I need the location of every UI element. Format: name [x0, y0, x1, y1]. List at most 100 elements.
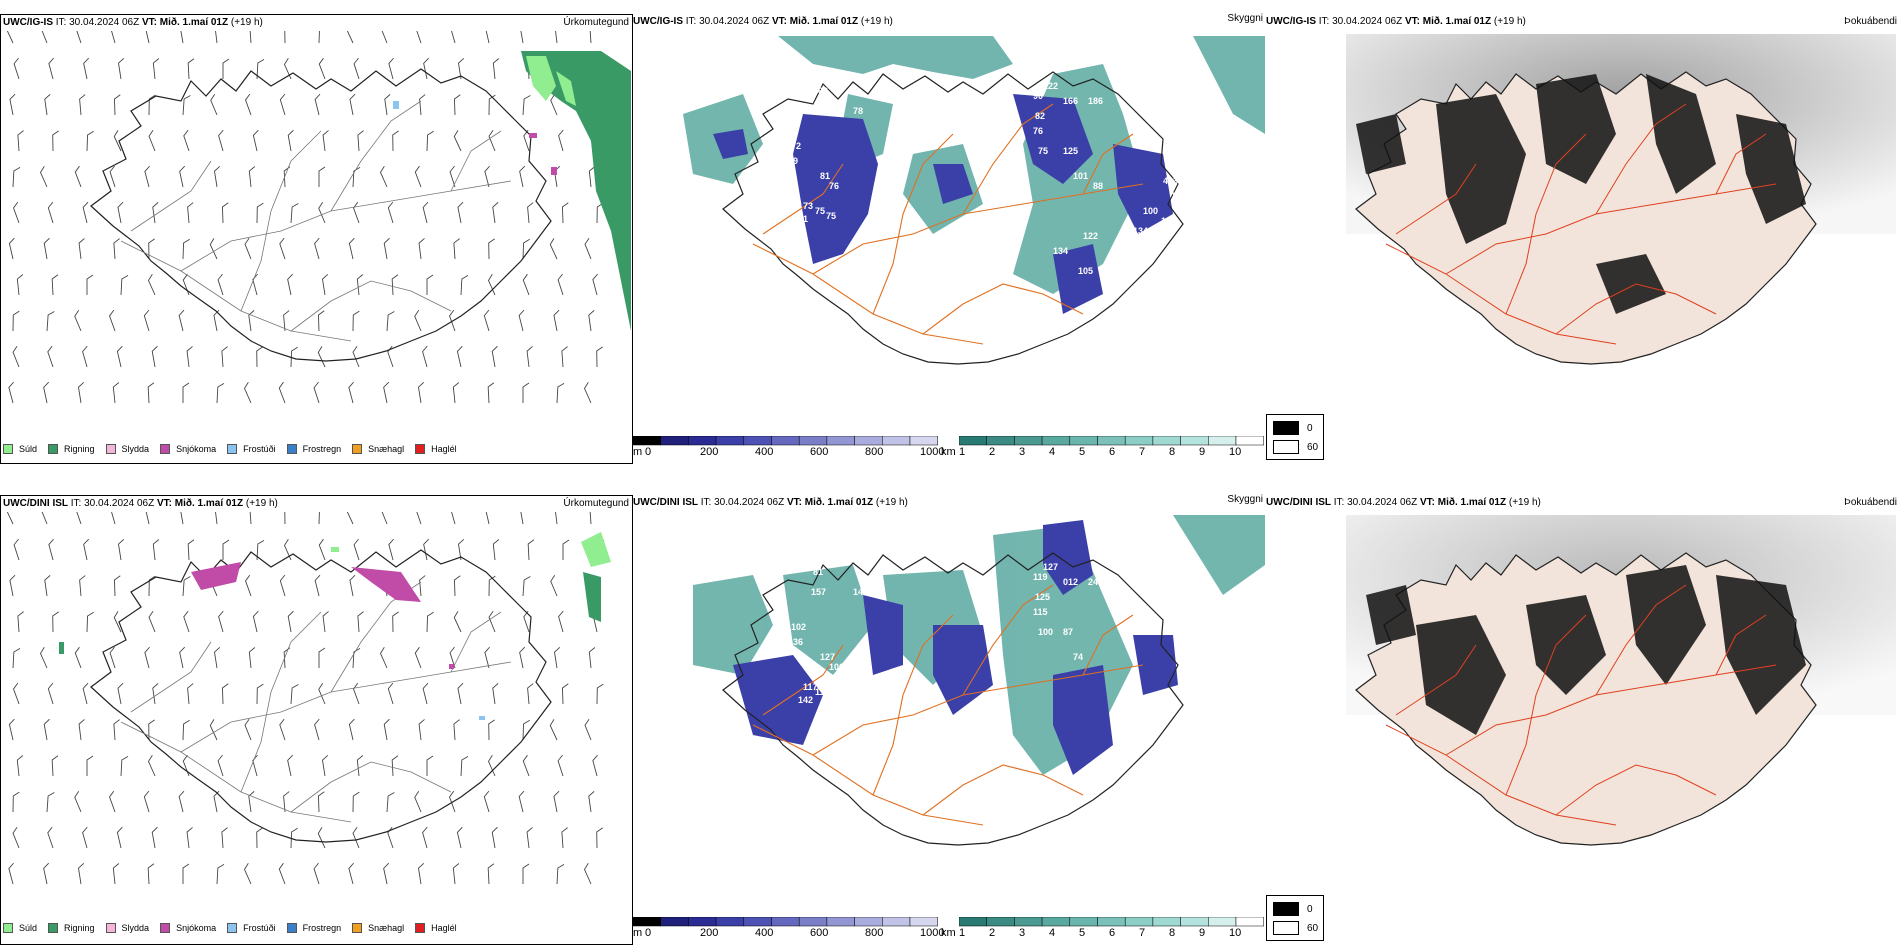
ceiling-value-label: 122	[1083, 231, 1098, 241]
precip-map	[5, 512, 611, 885]
wind-barb	[290, 203, 299, 224]
wind-barb	[86, 755, 94, 776]
wind-barb	[554, 31, 561, 44]
legend-swatch	[48, 923, 59, 933]
ceiling-value-label: 102	[791, 622, 806, 632]
wind-barb	[449, 646, 456, 669]
ceiling-value-label: 125	[1063, 146, 1078, 156]
wind-barb	[348, 862, 354, 885]
colorbar-tick: 7	[1139, 446, 1146, 458]
ceiling-value-label: 76	[829, 181, 839, 191]
legend-swatch	[352, 444, 363, 454]
legend-swatch	[286, 923, 297, 933]
colorbar-tick: 600	[810, 446, 829, 458]
legend-swatch	[227, 444, 238, 454]
wind-barb	[318, 57, 326, 80]
colorbar-swatch	[882, 917, 911, 927]
wind-barb	[418, 381, 425, 404]
lead-time: (+19 h)	[1508, 497, 1541, 508]
wind-barb	[488, 94, 496, 116]
legend-label: Frostregn	[302, 923, 342, 933]
model-name: UWC/IG-IS	[633, 16, 683, 27]
road-network	[752, 103, 1144, 345]
wind-barb	[51, 755, 59, 777]
road-segment	[120, 240, 352, 342]
fog-panel-bottom: UWC/DINI ISL IT: 30.04.2024 06Z VT: Mið.…	[1266, 495, 1900, 945]
road-segment	[922, 764, 1084, 816]
road-segment	[962, 584, 1054, 696]
wind-barb	[522, 382, 530, 403]
wind-barb	[118, 538, 125, 561]
wind-barb	[453, 611, 462, 633]
colorbar-tick: 800	[865, 927, 884, 939]
wind-barb	[519, 646, 526, 669]
colorbar-tick: 8	[1169, 927, 1176, 939]
wind-barb	[116, 826, 123, 849]
wind-barb	[422, 345, 428, 368]
wind-barb	[522, 95, 531, 116]
wind-barb	[453, 238, 460, 260]
wind-barb	[313, 862, 320, 885]
colorbar-swatch	[854, 436, 883, 446]
it-value: 30.04.2024 06Z	[714, 497, 785, 508]
wind-barb	[109, 646, 116, 669]
wind-barb	[178, 790, 185, 813]
road-network	[1385, 103, 1777, 345]
legend-item: Frostúði	[227, 444, 276, 454]
wind-barb	[383, 381, 390, 404]
wind-barb	[458, 538, 465, 561]
ceiling-unit: m	[633, 927, 643, 939]
wind-barb	[51, 274, 59, 296]
wind-barb	[5, 512, 14, 525]
it-label: IT:	[700, 497, 712, 508]
fog-legend-value: 0	[1307, 422, 1313, 434]
fog-legend-row: 60	[1273, 440, 1318, 454]
wind-barb	[46, 311, 55, 332]
colorbar-tick: 2	[989, 927, 996, 939]
lead-time: (+19 h)	[1493, 16, 1526, 27]
ceiling-field	[713, 94, 1173, 314]
wind-barb	[187, 202, 194, 224]
wind-barb	[120, 755, 129, 777]
wind-barb	[151, 345, 158, 368]
fog-legend: 0 60	[1266, 895, 1324, 941]
wind-barb	[589, 31, 596, 44]
wind-barb	[86, 611, 94, 633]
colorbar-tick: 2	[989, 446, 996, 458]
precip-spots	[59, 532, 611, 720]
ceiling-value-label: 81	[813, 567, 823, 577]
wind-barb	[284, 31, 291, 44]
colorbar-tick: 10	[1229, 446, 1242, 458]
wind-barb	[526, 827, 533, 849]
wind-barb	[549, 238, 558, 260]
colorbar-swatch	[1235, 917, 1264, 927]
wind-barb	[487, 274, 496, 296]
wind-barb	[322, 273, 329, 296]
road-network	[752, 584, 1144, 826]
wind-barb	[484, 31, 491, 44]
wind-barb	[522, 719, 530, 741]
wind-barb	[182, 238, 190, 260]
wind-barb	[318, 682, 326, 705]
road-segment	[240, 611, 322, 793]
wind-barb	[12, 791, 20, 813]
wind-barb	[422, 682, 429, 705]
wind-barb	[314, 237, 320, 260]
wind-barb	[243, 863, 252, 885]
ceiling-value-label: 75	[826, 211, 836, 221]
wind-barb	[317, 310, 325, 332]
wind-barb	[187, 539, 195, 561]
legend-item: Haglél	[415, 923, 457, 933]
wind-barb	[152, 202, 159, 224]
wind-barb	[82, 345, 88, 368]
wind-barb	[322, 754, 329, 777]
wind-barb	[110, 512, 116, 525]
legend-item: Snæhagl	[352, 444, 404, 454]
wind-barb	[17, 611, 24, 633]
wind-barb	[519, 31, 526, 44]
wind-barb	[290, 827, 298, 849]
road-segment	[130, 641, 212, 713]
panel-title: Þokuábendi	[1844, 497, 1897, 508]
wind-barb	[8, 862, 14, 885]
wind-barb	[8, 718, 15, 741]
